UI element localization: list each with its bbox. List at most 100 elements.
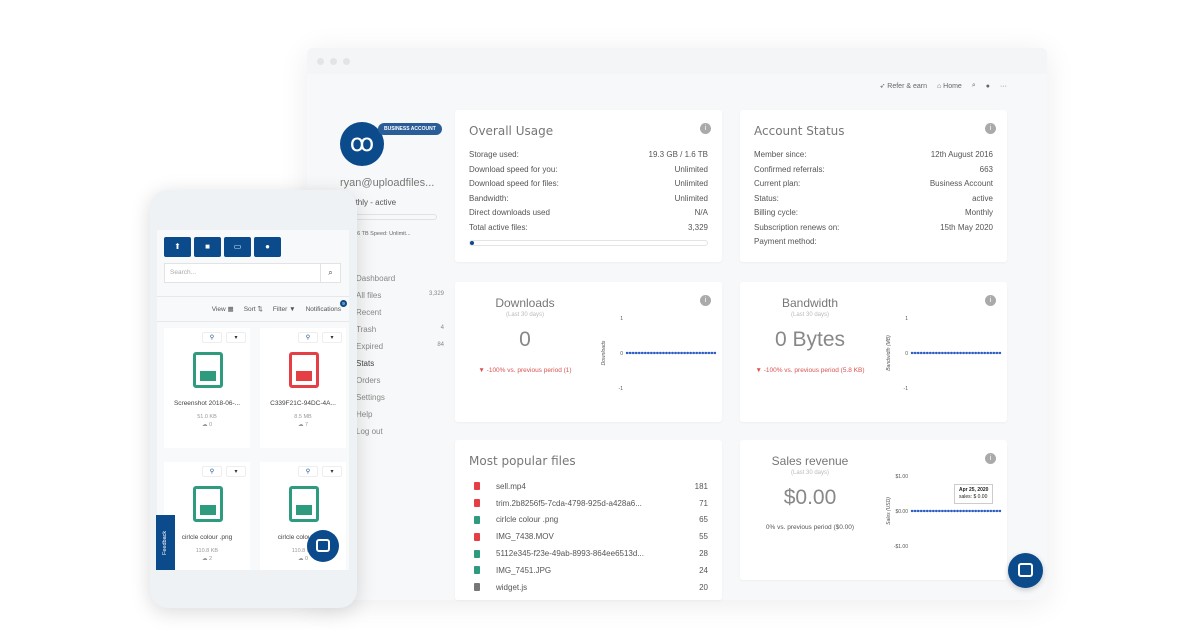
chat-button[interactable] <box>1008 553 1043 588</box>
data-point[interactable] <box>953 351 956 355</box>
data-point[interactable] <box>680 351 683 355</box>
data-point[interactable] <box>913 509 917 513</box>
link-icon[interactable]: ⚲ <box>298 466 318 477</box>
data-point[interactable] <box>995 351 999 355</box>
data-point[interactable] <box>704 351 708 355</box>
data-point[interactable] <box>968 351 971 355</box>
data-point[interactable] <box>950 351 953 355</box>
chevron-down-icon[interactable]: ▾ <box>322 332 342 343</box>
data-point[interactable] <box>668 351 671 355</box>
data-point[interactable] <box>935 509 938 513</box>
file-tile[interactable]: ⚲ ▾ Screenshot 2018-06-... 51.0 KB ☁ 0 <box>164 328 250 448</box>
view-button[interactable]: View ▦ <box>211 306 234 313</box>
data-point[interactable] <box>922 351 926 355</box>
data-point[interactable] <box>995 509 999 513</box>
sidebar-item[interactable]: Log out <box>356 427 444 444</box>
data-point[interactable] <box>959 351 962 355</box>
data-point[interactable] <box>974 509 977 513</box>
data-point[interactable] <box>947 351 950 355</box>
popular-file-row[interactable]: widget.js 20 <box>469 579 708 596</box>
data-point[interactable] <box>919 351 923 355</box>
data-point[interactable] <box>959 509 962 513</box>
data-point[interactable] <box>686 351 689 355</box>
info-icon[interactable]: i <box>700 295 711 306</box>
new-folder-button[interactable]: ■ <box>194 237 221 257</box>
data-point[interactable] <box>692 351 695 355</box>
refer-earn-link[interactable]: ➶ Refer & earn <box>879 83 927 90</box>
popular-file-row[interactable]: IMG_7451.JPG 24 <box>469 562 708 579</box>
data-point[interactable] <box>938 351 941 355</box>
data-point[interactable] <box>962 509 965 513</box>
file-tile[interactable]: ⚲ ▾ C339F21C-94DC-4A... 8.5 MB ☁ 7 <box>260 328 346 448</box>
data-point[interactable] <box>925 509 929 513</box>
data-point[interactable] <box>710 351 714 355</box>
window-dot[interactable] <box>330 58 337 65</box>
data-point[interactable] <box>913 351 917 355</box>
data-point[interactable] <box>683 351 686 355</box>
sort-button[interactable]: Sort ⇅ <box>243 306 263 313</box>
data-point[interactable] <box>665 351 668 355</box>
data-point[interactable] <box>992 351 996 355</box>
data-point[interactable] <box>919 509 923 513</box>
upload-button[interactable]: ⬆ <box>164 237 191 257</box>
data-point[interactable] <box>944 351 947 355</box>
sidebar-item[interactable]: Expired 84 <box>356 342 444 359</box>
phone-chat-button[interactable] <box>307 530 339 562</box>
data-point[interactable] <box>910 509 914 513</box>
data-point[interactable] <box>977 509 980 513</box>
more-icon[interactable]: ··· <box>1000 82 1007 90</box>
data-point[interactable] <box>941 509 944 513</box>
popular-file-row[interactable]: cirlcle colour .png 65 <box>469 512 708 529</box>
data-point[interactable] <box>983 509 987 513</box>
chevron-down-icon[interactable]: ▾ <box>226 332 246 343</box>
search-icon[interactable]: ⌕ <box>320 264 340 282</box>
data-point[interactable] <box>932 351 935 355</box>
data-point[interactable] <box>625 351 629 355</box>
data-point[interactable] <box>992 509 996 513</box>
info-icon[interactable]: i <box>985 123 996 134</box>
data-point[interactable] <box>950 509 953 513</box>
data-point[interactable] <box>659 351 662 355</box>
chevron-down-icon[interactable]: ▾ <box>322 466 342 477</box>
link-icon[interactable]: ⚲ <box>202 466 222 477</box>
data-point[interactable] <box>962 351 965 355</box>
popular-file-row[interactable]: trim.2b8256f5-7cda-4798-925d-a428a6... 71 <box>469 495 708 512</box>
data-point[interactable] <box>695 351 698 355</box>
open-folder-button[interactable]: ▭ <box>224 237 251 257</box>
data-point[interactable] <box>698 351 702 355</box>
user-button[interactable]: ● <box>254 237 281 257</box>
info-icon[interactable]: i <box>985 453 996 464</box>
data-point[interactable] <box>916 509 920 513</box>
sidebar-item[interactable]: Dashboard <box>356 274 444 291</box>
bell-icon[interactable]: ● <box>985 82 990 90</box>
sidebar-item[interactable]: Stats <box>356 359 444 376</box>
search-icon[interactable]: ⌕ <box>971 82 976 89</box>
sidebar-item[interactable]: Recent <box>356 308 444 325</box>
data-point[interactable] <box>956 351 959 355</box>
link-icon[interactable]: ⚲ <box>298 332 318 343</box>
data-point[interactable] <box>922 509 926 513</box>
data-point[interactable] <box>935 351 938 355</box>
data-point[interactable] <box>968 509 971 513</box>
popular-file-row[interactable]: sell.mp4 181 <box>469 478 708 495</box>
search-input[interactable]: Search... ⌕ <box>164 263 341 283</box>
data-point[interactable] <box>647 351 650 355</box>
data-point[interactable] <box>916 351 920 355</box>
data-point[interactable] <box>974 351 977 355</box>
data-point[interactable] <box>932 509 935 513</box>
data-point[interactable] <box>644 351 647 355</box>
info-icon[interactable]: i <box>700 123 711 134</box>
feedback-tab[interactable]: Feedback <box>156 515 175 570</box>
data-point[interactable] <box>971 351 974 355</box>
data-point[interactable] <box>986 509 990 513</box>
notifications-button[interactable]: Notifications 9 <box>306 299 347 313</box>
data-point[interactable] <box>983 351 987 355</box>
data-point[interactable] <box>989 509 993 513</box>
data-point[interactable] <box>701 351 705 355</box>
data-point[interactable] <box>910 351 914 355</box>
data-point[interactable] <box>980 351 983 355</box>
sidebar-item[interactable]: All files 3,329 <box>356 291 444 308</box>
data-point[interactable] <box>989 351 993 355</box>
window-dot[interactable] <box>343 58 350 65</box>
popular-file-row[interactable]: 5112e345-f23e-49ab-8993-864ee6513d... 28 <box>469 545 708 562</box>
